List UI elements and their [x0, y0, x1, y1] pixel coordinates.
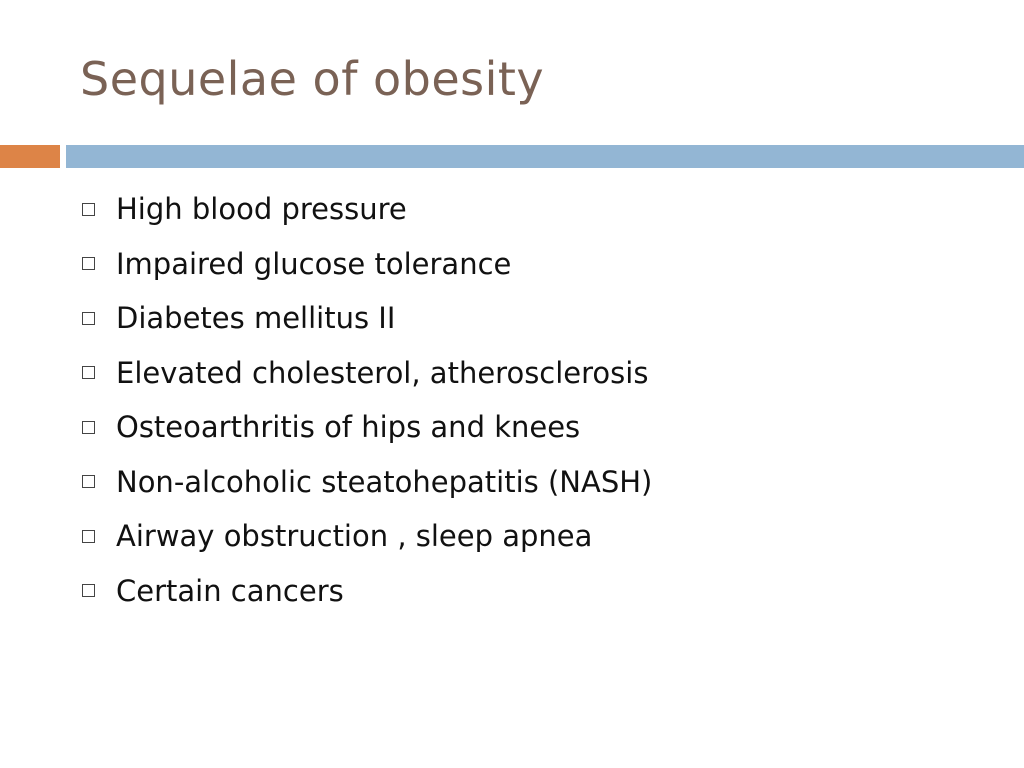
bullet-marker: [82, 202, 95, 216]
bullet-text: Diabetes mellitus II: [116, 301, 396, 336]
accent-bar: [0, 145, 60, 168]
bullet-marker: [82, 475, 95, 489]
bullet-item: Impaired glucose tolerance: [82, 237, 652, 292]
bullet-text: Elevated cholesterol, atherosclerosis: [116, 355, 649, 390]
slide-title: Sequelae of obesity: [80, 52, 545, 106]
bullet-text: Airway obstruction , sleep apnea: [116, 519, 593, 554]
bullet-item: Airway obstruction , sleep apnea: [82, 509, 652, 564]
bullet-item: Elevated cholesterol, atherosclerosis: [82, 346, 652, 401]
bullet-text: Non-alcoholic steatohepatitis (NASH): [116, 464, 653, 499]
bullet-text: Impaired glucose tolerance: [116, 246, 512, 281]
bullet-marker: [82, 420, 95, 434]
bullet-text: Osteoarthritis of hips and knees: [116, 410, 581, 445]
bullet-marker: [82, 584, 95, 598]
bullet-marker: [82, 311, 95, 325]
header-bar: [66, 145, 1024, 168]
bullet-item: Certain cancers: [82, 564, 652, 619]
bullet-item: Diabetes mellitus II: [82, 291, 652, 346]
bullet-text: High blood pressure: [116, 192, 407, 227]
bullet-item: Non-alcoholic steatohepatitis (NASH): [82, 455, 652, 510]
bullet-list: High blood pressure Impaired glucose tole…: [82, 182, 652, 618]
bullet-marker: [82, 257, 95, 271]
bullet-text: Certain cancers: [116, 573, 344, 608]
bullet-marker: [82, 529, 95, 543]
bullet-item: Osteoarthritis of hips and knees: [82, 400, 652, 455]
bullet-marker: [82, 366, 95, 380]
bullet-item: High blood pressure: [82, 182, 652, 237]
